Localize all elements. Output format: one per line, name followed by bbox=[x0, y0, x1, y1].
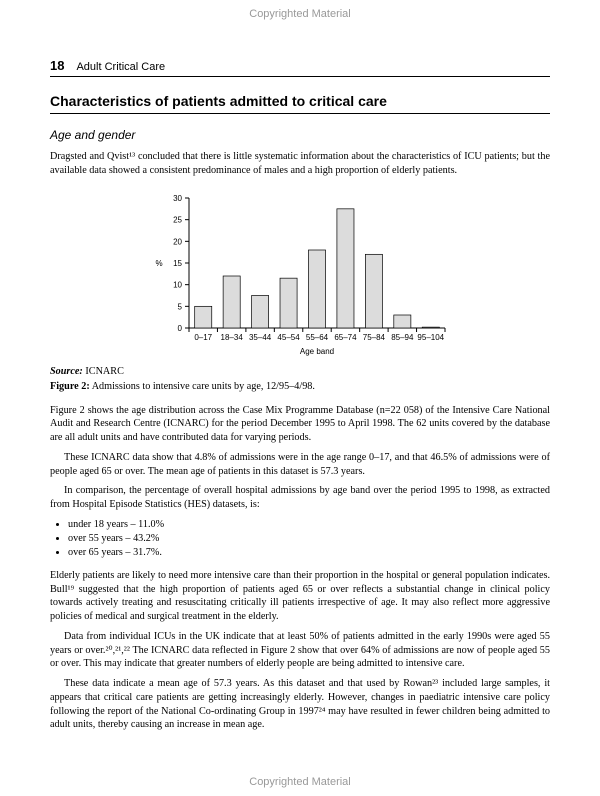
page-section-label: Adult Critical Care bbox=[76, 61, 165, 73]
svg-text:0: 0 bbox=[178, 324, 183, 333]
paragraph-7: These data indicate a mean age of 57.3 y… bbox=[50, 677, 550, 732]
list-item: under 18 years – 11.0% bbox=[68, 518, 550, 532]
svg-text:18–34: 18–34 bbox=[221, 333, 244, 342]
paragraph-3: These ICNARC data show that 4.8% of admi… bbox=[50, 451, 550, 479]
running-header: 18 Adult Critical Care bbox=[50, 58, 550, 77]
svg-text:65–74: 65–74 bbox=[334, 333, 357, 342]
page-number: 18 bbox=[50, 58, 64, 73]
figure-2-chart: 0 5 10 15 20 25 30 0–17 18–34 35–44 45–54 55–64 65–7… bbox=[50, 188, 550, 358]
svg-text:5: 5 bbox=[178, 302, 183, 311]
svg-text:45–54: 45–54 bbox=[277, 333, 300, 342]
bar-chart-svg: 0 5 10 15 20 25 30 0–17 18–34 35–44 45–54 55–64 65–7… bbox=[145, 188, 455, 358]
paragraph-intro: Dragsted and Qvist¹³ concluded that ther… bbox=[50, 150, 550, 178]
svg-text:10: 10 bbox=[173, 280, 182, 289]
subheading-age-gender: Age and gender bbox=[50, 128, 550, 142]
watermark-bottom: Copyrighted Material bbox=[0, 768, 600, 796]
svg-text:55–64: 55–64 bbox=[306, 333, 329, 342]
svg-text:15: 15 bbox=[173, 259, 182, 268]
source-label: Source: bbox=[50, 366, 83, 377]
watermark-top: Copyrighted Material bbox=[0, 0, 600, 28]
section-title: Characteristics of patients admitted to … bbox=[50, 93, 550, 114]
svg-text:85–94: 85–94 bbox=[391, 333, 414, 342]
paragraph-4: In comparison, the percentage of overall… bbox=[50, 484, 550, 512]
page-content: 18 Adult Critical Care Characteristics o… bbox=[0, 28, 600, 768]
svg-text:35–44: 35–44 bbox=[249, 333, 272, 342]
svg-text:95–104: 95–104 bbox=[417, 333, 444, 342]
svg-text:25: 25 bbox=[173, 215, 182, 224]
list-item: over 55 years – 43.2% bbox=[68, 532, 550, 546]
figure-label: Figure 2: bbox=[50, 381, 90, 392]
svg-text:0–17: 0–17 bbox=[194, 333, 212, 342]
figure-caption-text: Admissions to intensive care units by ag… bbox=[90, 381, 315, 392]
chart-source: Source: ICNARC bbox=[50, 366, 550, 377]
paragraph-5: Elderly patients are likely to need more… bbox=[50, 569, 550, 624]
svg-text:20: 20 bbox=[173, 237, 182, 246]
paragraph-2: Figure 2 shows the age distribution acro… bbox=[50, 404, 550, 445]
hes-stats-list: under 18 years – 11.0%over 55 years – 43… bbox=[50, 518, 550, 561]
svg-text:%: % bbox=[155, 259, 162, 268]
svg-text:30: 30 bbox=[173, 194, 182, 203]
svg-text:75–84: 75–84 bbox=[363, 333, 386, 342]
figure-caption: Figure 2: Admissions to intensive care u… bbox=[50, 381, 550, 392]
paragraph-6: Data from individual ICUs in the UK indi… bbox=[50, 630, 550, 671]
source-text: ICNARC bbox=[83, 366, 124, 377]
svg-text:Age band: Age band bbox=[300, 347, 334, 356]
list-item: over 65 years – 31.7%. bbox=[68, 546, 550, 560]
